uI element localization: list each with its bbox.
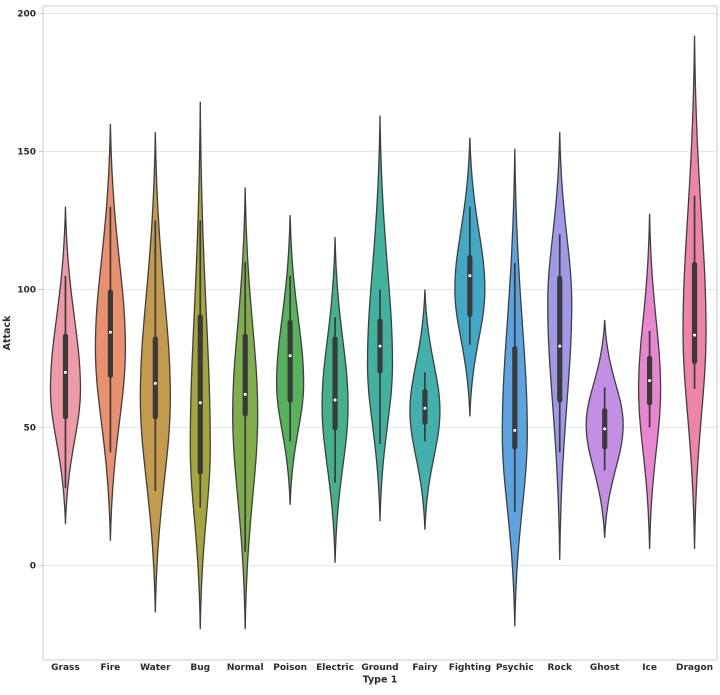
median-dot-dragon xyxy=(693,333,697,337)
x-tick-label-water: Water xyxy=(140,663,171,673)
violin-fairy xyxy=(409,289,441,530)
violin-bug xyxy=(189,101,211,630)
x-tick-label-fire: Fire xyxy=(101,663,121,673)
median-dot-ground xyxy=(378,344,382,348)
violin-ghost xyxy=(585,319,624,539)
x-tick-label-poison: Poison xyxy=(273,663,307,673)
x-axis-title: Type 1 xyxy=(363,675,398,686)
iqr-box-dragon xyxy=(691,261,698,365)
violin-poison xyxy=(275,214,305,505)
iqr-box-normal xyxy=(242,333,248,417)
median-dot-psychic xyxy=(513,428,517,432)
median-dot-bug xyxy=(198,401,202,405)
x-tick-label-rock: Rock xyxy=(548,663,573,673)
x-tick-label-bug: Bug xyxy=(190,663,210,673)
y-tick-label-100: 100 xyxy=(17,286,36,296)
violin-normal xyxy=(232,187,259,630)
median-dot-poison xyxy=(288,354,292,358)
x-tick-label-ghost: Ghost xyxy=(590,663,620,673)
median-dot-fire xyxy=(108,330,112,334)
x-tick-label-fighting: Fighting xyxy=(449,663,491,673)
iqr-box-poison xyxy=(287,319,293,403)
median-dot-ghost xyxy=(603,427,607,431)
median-dot-grass xyxy=(63,370,67,374)
median-dot-rock xyxy=(558,344,562,348)
violin-ice xyxy=(637,213,662,550)
iqr-box-water xyxy=(152,336,158,420)
y-tick-label-0: 0 xyxy=(30,562,36,572)
median-dot-fighting xyxy=(468,274,472,278)
violin-rock xyxy=(547,132,573,561)
median-dot-water xyxy=(153,381,157,385)
median-dot-normal xyxy=(243,392,247,396)
x-tick-label-ice: Ice xyxy=(642,663,657,673)
violin-grass xyxy=(49,206,82,525)
iqr-box-grass xyxy=(62,333,69,420)
violin-electric xyxy=(321,237,349,563)
iqr-box-rock xyxy=(557,275,563,403)
y-tick-label-50: 50 xyxy=(23,424,36,434)
y-tick-label-200: 200 xyxy=(17,9,36,19)
x-tick-label-dragon: Dragon xyxy=(676,663,713,673)
violin-dragon xyxy=(682,35,707,550)
x-tick-label-grass: Grass xyxy=(51,663,80,673)
median-dot-ice xyxy=(648,379,652,383)
x-tick-label-electric: Electric xyxy=(316,663,354,673)
violin-fighting xyxy=(454,137,486,417)
axes-spines xyxy=(42,5,718,661)
median-dot-electric xyxy=(333,398,337,402)
y-tick-label-150: 150 xyxy=(17,147,36,157)
iqr-box-fighting xyxy=(467,255,473,318)
x-tick-label-psychic: Psychic xyxy=(496,663,534,673)
iqr-box-electric xyxy=(332,336,338,431)
iqr-box-bug xyxy=(197,314,203,475)
x-tick-label-normal: Normal xyxy=(227,663,264,673)
violin-psychic xyxy=(501,148,528,627)
y-axis-title: Attack xyxy=(2,315,13,350)
median-dot-fairy xyxy=(423,406,427,410)
violin-fire xyxy=(94,123,127,541)
x-tick-label-fairy: Fairy xyxy=(412,663,437,673)
violin-ground xyxy=(366,115,394,522)
violin-water xyxy=(139,132,171,613)
iqr-box-psychic xyxy=(512,346,518,450)
x-tick-label-ground: Ground xyxy=(361,663,398,673)
